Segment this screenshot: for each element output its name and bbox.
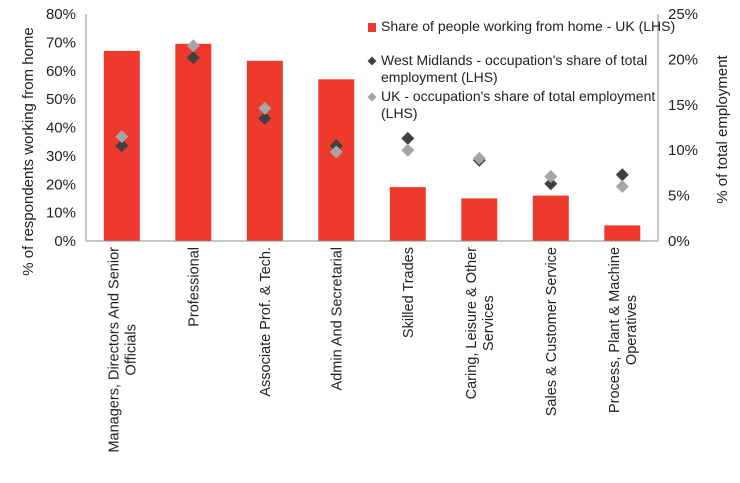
- y-tick-label: 50%: [46, 91, 76, 108]
- marker-s2-0: [115, 130, 129, 144]
- bar-7: [604, 225, 641, 241]
- x-tick-label: Skilled Trades: [401, 247, 417, 338]
- x-tick-label: Admin And Secretarial: [329, 247, 345, 390]
- legend-swatch: [367, 56, 377, 66]
- y2-tick-label: 20%: [668, 51, 698, 68]
- y-tick-label: 30%: [46, 148, 76, 165]
- y2-tick-label: 0%: [668, 233, 690, 250]
- x-tick-label-line: Process, Plant & Machine: [607, 247, 623, 413]
- bar-4: [389, 187, 426, 241]
- y-tick-label: 40%: [46, 120, 76, 137]
- x-tick-label-line: Professional: [186, 247, 202, 327]
- x-tick-label-line: Managers, Directors And Senior: [106, 247, 122, 453]
- marker-s1-0: [115, 139, 129, 153]
- x-tick-label-line: Admin And Secretarial: [329, 247, 345, 390]
- legend-label: Share of people working from home - UK (…: [381, 18, 675, 34]
- x-tick-label-line: Sales & Customer Service: [544, 247, 560, 416]
- marker-s2-6: [544, 170, 558, 183]
- marker-s1-7: [615, 168, 629, 182]
- x-tick-label-line: Skilled Trades: [401, 247, 417, 338]
- y-axis-title: % of respondents working from home: [20, 27, 37, 275]
- y2-tick-label: 10%: [668, 142, 698, 159]
- marker-s1-1: [186, 51, 200, 65]
- marker-s1-4: [401, 131, 415, 145]
- x-tick-label: Sales & Customer Service: [544, 247, 560, 416]
- y-tick-label: 0%: [54, 233, 76, 250]
- marker-s2-3: [329, 145, 343, 159]
- marker-s1-2: [258, 111, 272, 125]
- x-tick-label-line: Officials: [123, 324, 139, 375]
- left-axis-ticks: 0% 10% 20% 30% 40% 50% 60% 70% 80%: [46, 6, 76, 250]
- bar-3: [318, 79, 355, 241]
- legend-swatch: [368, 23, 376, 32]
- marker-s1-6: [544, 177, 558, 191]
- marker-s2-2: [258, 101, 272, 115]
- y-tick-label: 80%: [46, 6, 76, 23]
- marker-s2-4: [401, 143, 415, 157]
- marker-s2-5: [472, 151, 486, 165]
- y2-tick-label: 25%: [668, 6, 698, 23]
- x-tick-label-line: Services: [481, 295, 497, 351]
- legend-label: West Midlands - occupation's share of to…: [381, 52, 647, 68]
- legend-entry-2: UK - occupation's share of total employm…: [367, 88, 655, 121]
- y2-axis-title: % of total employment: [714, 54, 731, 203]
- axes-group: [85, 14, 659, 242]
- y-tick-label: 70%: [46, 34, 76, 51]
- marker-s2-1: [186, 39, 200, 53]
- y2-tick-label: 15%: [668, 97, 698, 114]
- x-tick-label: Caring, Leisure & Other Services: [464, 247, 497, 399]
- legend-label: (LHS): [381, 105, 418, 121]
- bar-1: [175, 43, 212, 241]
- y-tick-label: 60%: [46, 63, 76, 80]
- right-axis-ticks: 0% 5% 10% 15% 20% 25%: [668, 6, 698, 250]
- legend-label: UK - occupation's share of total employm…: [381, 88, 655, 104]
- legend: Share of people working from home - UK (…: [367, 18, 675, 121]
- x-tick-label-line: Associate Prof. & Tech.: [258, 247, 274, 397]
- legend-label: employment (LHS): [381, 69, 498, 85]
- x-tick-label-line: Operatives: [624, 295, 640, 365]
- bar-series-group: [103, 43, 641, 242]
- bar-5: [461, 198, 498, 241]
- x-tick-label: Associate Prof. & Tech.: [258, 247, 274, 397]
- x-tick-label: Professional: [186, 247, 202, 327]
- x-tick-label: Process, Plant & Machine Operatives: [607, 247, 640, 413]
- category-labels: Managers, Directors And Senior Officials P…: [106, 247, 640, 453]
- y2-tick-label: 5%: [668, 188, 690, 205]
- y-tick-label: 10%: [46, 205, 76, 222]
- marker-s2-7: [615, 180, 629, 193]
- y-tick-label: 20%: [46, 176, 76, 193]
- bar-2: [246, 60, 283, 241]
- legend-entry-1: West Midlands - occupation's share of to…: [367, 52, 647, 85]
- bar-6: [532, 195, 569, 241]
- marker-series-group: [115, 39, 629, 193]
- legend-entry-0: Share of people working from home - UK (…: [368, 18, 675, 34]
- x-tick-label-line: Caring, Leisure & Other: [464, 247, 480, 399]
- x-tick-label: Managers, Directors And Senior Officials: [106, 247, 139, 453]
- legend-swatch: [367, 92, 377, 102]
